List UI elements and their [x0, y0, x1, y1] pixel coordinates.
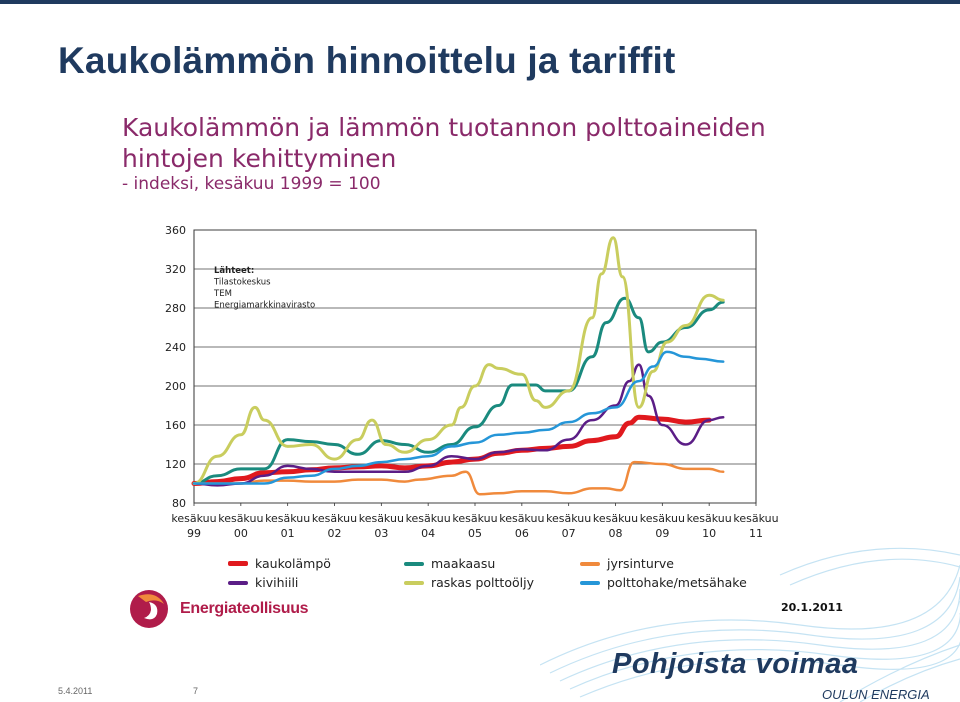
x-tick-label: kesäkuu [171, 512, 216, 525]
y-tick-label: 160 [165, 419, 186, 432]
legend-swatch [404, 561, 424, 566]
x-tick-label: 11 [749, 527, 763, 540]
line-chart: 80 120 160 200 240 280 320 360 kesäkuu 99 kesäkuu 0… [165, 224, 779, 540]
x-tick-label: 08 [609, 527, 623, 540]
top-border [0, 0, 960, 4]
legend-item-polttohake: polttohake/metsähake [580, 575, 747, 590]
legend-item-kaukolampo: kaukolämpö [228, 556, 331, 571]
legend-swatch [580, 561, 600, 566]
footer-date: 5.4.2011 [58, 686, 93, 696]
x-tick-label: kesäkuu [593, 512, 638, 525]
x-tick-label: kesäkuu [640, 512, 685, 525]
page-number: 7 [193, 686, 199, 696]
energiateollisuus-logo-text: Energiateollisuus [180, 600, 309, 617]
x-tick-label: 10 [702, 527, 716, 540]
brand-name: Pohjoista voimaa [612, 648, 859, 680]
x-tick-label: 03 [374, 527, 388, 540]
legend-swatch [580, 580, 600, 585]
x-tick-label: kesäkuu [499, 512, 544, 525]
energiateollisuus-logo: Energiateollisuus [126, 588, 309, 630]
x-tick-label: 06 [515, 527, 529, 540]
y-tick-label: 120 [165, 458, 186, 471]
chart-title: Kaukolämmön ja lämmön tuotannon polttoai… [122, 112, 766, 174]
legend-swatch [404, 580, 424, 585]
series-line-kaukolampo [191, 414, 712, 486]
sources-annotation: TEM [213, 289, 232, 299]
legend-item-raskas-polttooljy: raskas polttoöljy [404, 575, 534, 590]
legend-label: maakaasu [431, 556, 496, 571]
chart-subtitle: - indeksi, kesäkuu 1999 = 100 [122, 174, 381, 194]
series-line-maakaasu [192, 296, 725, 485]
series-line-kivihiili [192, 363, 725, 487]
series-line-polttohake [192, 350, 725, 485]
x-tick-label: 04 [421, 527, 435, 540]
x-tick-label: kesäkuu [452, 512, 497, 525]
legend-item-kivihiili: kivihiili [228, 575, 298, 590]
x-tick-label: kesäkuu [406, 512, 451, 525]
chart-date: 20.1.2011 [781, 601, 843, 614]
x-tick-label: 01 [281, 527, 295, 540]
chart-title-line-1: Kaukolämmön ja lämmön tuotannon polttoai… [122, 113, 766, 142]
legend-label: kivihiili [255, 575, 299, 590]
legend-label: raskas polttoöljy [431, 575, 534, 590]
legend-swatch [228, 561, 248, 566]
y-tick-label: 280 [165, 302, 186, 315]
x-tick-label: kesäkuu [359, 512, 404, 525]
series-line-raskas_polttooljy [192, 236, 725, 485]
series-line-jyrsinturve [192, 460, 725, 496]
y-tick-label: 360 [165, 224, 186, 237]
brand-subtitle: OULUN ENERGIA [822, 687, 930, 702]
legend-item-maakaasu: maakaasu [404, 556, 495, 571]
y-tick-label: 240 [165, 341, 186, 354]
slide-title: Kaukolämmön hinnoittelu ja tariffit [58, 40, 676, 81]
x-tick-label: 99 [187, 527, 201, 540]
x-tick-label: 02 [328, 527, 342, 540]
x-tick-label: kesäkuu [546, 512, 591, 525]
x-tick-label: 05 [468, 527, 482, 540]
legend-label: jyrsinturve [607, 556, 674, 571]
chart-title-line-2: hintojen kehittyminen [122, 144, 397, 173]
legend-label: polttohake/metsähake [607, 575, 747, 590]
plot-frame [193, 229, 757, 504]
legend-label: kaukolämpö [255, 556, 331, 571]
sources-annotation: Energiamarkkinavirasto [214, 301, 315, 311]
x-tick-label: kesäkuu [687, 512, 732, 525]
x-tick-label: 07 [562, 527, 576, 540]
sources-annotation: Tilastokeskus [213, 278, 271, 288]
brand-swirl-graphic [540, 547, 960, 702]
y-tick-label: 320 [165, 263, 186, 276]
y-tick-label: 200 [165, 380, 186, 393]
x-tick-label: kesäkuu [312, 512, 357, 525]
x-tick-label: kesäkuu [218, 512, 263, 525]
energiateollisuus-logo-icon [130, 590, 168, 628]
y-tick-label: 80 [172, 497, 186, 510]
x-tick-label: 09 [655, 527, 669, 540]
legend-swatch [228, 580, 248, 585]
legend-item-jyrsinturve: jyrsinturve [580, 556, 674, 571]
x-tick-label: kesäkuu [265, 512, 310, 525]
sources-annotation: Lähteet: [214, 266, 254, 276]
x-tick-label: 00 [234, 527, 248, 540]
x-tick-label: kesäkuu [733, 512, 778, 525]
